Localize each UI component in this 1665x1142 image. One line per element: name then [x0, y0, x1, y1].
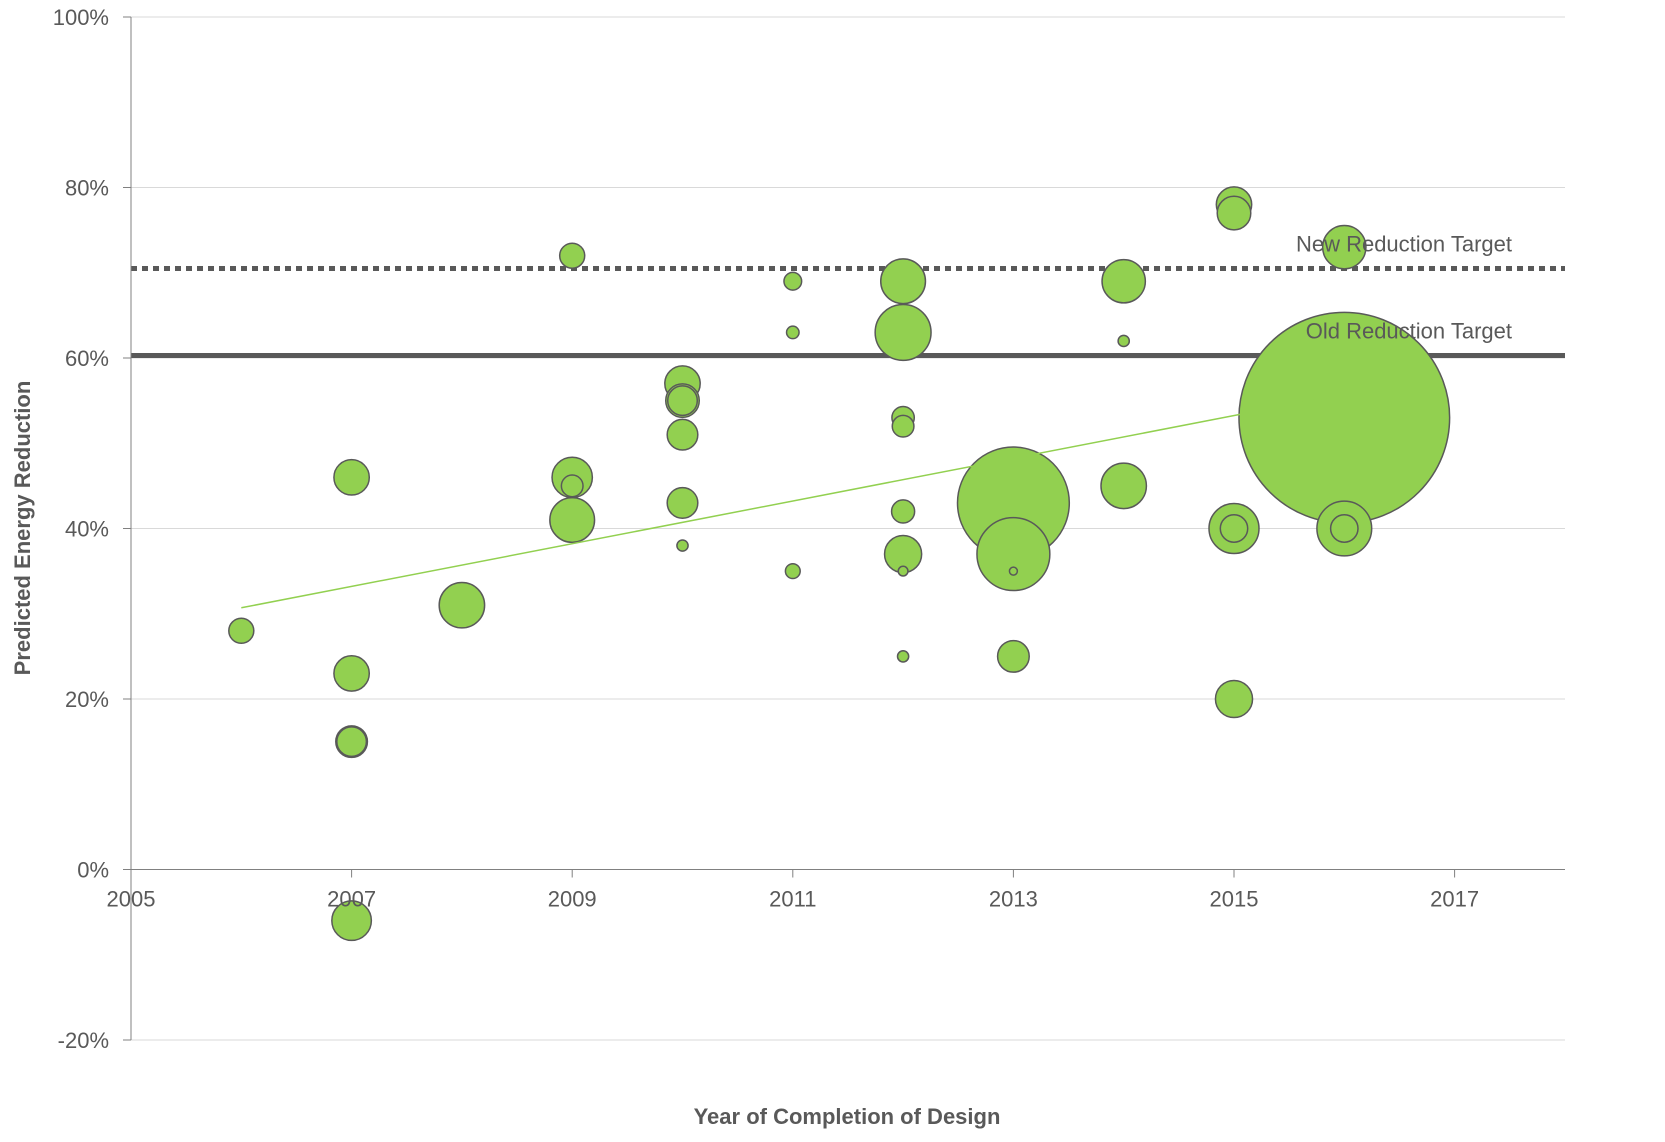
x-tick-label: 2011 — [769, 887, 816, 912]
bubble-point — [1214, 679, 1254, 719]
y-tick-label: 80% — [65, 176, 109, 201]
bubble-point — [896, 650, 910, 663]
axis-labels: -20% 0% 20% 40% 60% 80% 100% 2005 2007 2009 2011 20… — [53, 5, 1512, 1053]
bubble-point — [1008, 566, 1019, 576]
bubble-point — [784, 562, 801, 580]
bubble-point — [666, 486, 699, 519]
x-tick-label: 2017 — [1430, 887, 1479, 912]
bubble-point — [976, 516, 1051, 592]
y-tick-label: -20% — [58, 1028, 109, 1053]
bubble-point — [1216, 195, 1252, 231]
bubble-point — [676, 539, 689, 552]
x-tick-label: 2007 — [327, 887, 376, 912]
bubble-point — [336, 726, 368, 758]
y-tick-label: 40% — [65, 517, 109, 542]
bubble-point — [1238, 311, 1451, 524]
bubble-point — [333, 458, 371, 496]
bubble-point — [891, 414, 915, 438]
bubble-point — [666, 418, 699, 451]
y-tick-label: 100% — [53, 5, 109, 30]
y-tick-label: 0% — [77, 858, 109, 883]
grid-lines — [131, 16, 1565, 1041]
bubble-point — [228, 617, 255, 645]
trend-line — [241, 395, 1334, 609]
bubble-point — [1117, 334, 1131, 348]
x-tick-label: 2015 — [1210, 887, 1259, 912]
trend-line-group — [241, 395, 1334, 609]
bubble-series — [228, 186, 1451, 942]
bubble-point — [1329, 514, 1359, 543]
bubble-point — [1219, 514, 1249, 543]
bubble-point — [897, 565, 909, 577]
bubble-point — [785, 325, 800, 340]
bubble-point — [333, 654, 371, 692]
bubble-point — [1100, 462, 1148, 510]
bubble-point — [331, 900, 373, 942]
bubble-point — [874, 303, 932, 362]
y-tick-label: 60% — [65, 346, 109, 371]
bubble-point — [879, 258, 927, 305]
bubble-point — [1101, 258, 1147, 304]
bubble-point — [549, 496, 596, 544]
bubble-point — [783, 271, 803, 291]
bubble-point — [996, 639, 1030, 673]
bubble-point — [890, 499, 916, 524]
y-tick-label: 20% — [65, 687, 109, 712]
new-target-label: New Reduction Target — [1296, 231, 1512, 256]
old-target-label: Old Reduction Target — [1306, 318, 1512, 343]
y-axis-title: Predicted Energy Reduction — [10, 381, 35, 676]
x-tick-label: 2005 — [107, 887, 156, 912]
axes — [123, 16, 1565, 1041]
bubble-point — [1321, 224, 1367, 270]
x-tick-label: 2009 — [548, 887, 597, 912]
bubble-point — [560, 474, 584, 498]
bubble-point — [666, 385, 699, 417]
x-tick-label: 2013 — [989, 887, 1038, 912]
bubble-point — [558, 242, 586, 269]
x-axis-title: Year of Completion of Design — [694, 1104, 1001, 1129]
bubble-point — [438, 581, 486, 629]
